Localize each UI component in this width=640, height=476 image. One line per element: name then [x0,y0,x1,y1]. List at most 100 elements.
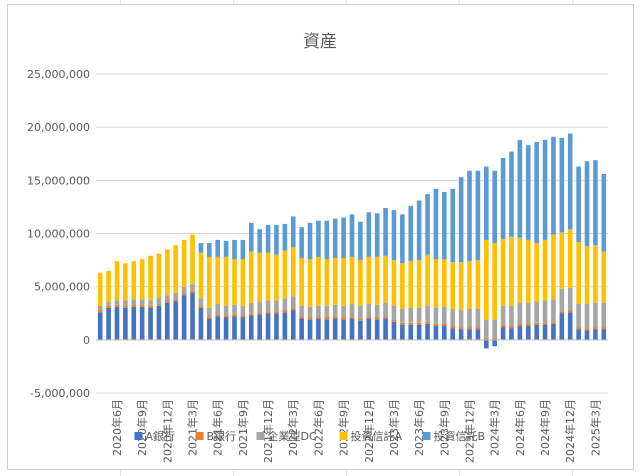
bar-segment [584,161,590,247]
bar-segment [198,305,204,308]
bar-segment [123,305,128,308]
bar-segment [240,305,246,316]
bar-segment [299,257,304,306]
chart-title: 資産 [303,32,337,52]
bar-segment [148,307,153,340]
bar-segment [475,329,481,340]
x-tick-label: 2024年9月 [538,399,552,456]
bar-segment [307,259,313,307]
bar-segment [458,327,464,330]
bar-segment [450,326,456,329]
bar-segment [467,170,472,262]
bar-segment [576,166,581,243]
bar-segment [257,314,262,340]
bar-segment [181,293,187,296]
bar-segment [366,303,372,317]
legend: A銀行 B銀行 企業型DC 投資信託A 投資信託B [134,429,485,443]
bar-segment [358,320,363,340]
x-tick-label: 2020年6月 [110,399,124,456]
x-tick-label: 2022年3月 [286,399,300,456]
bar-segment [198,298,204,306]
legend-label: 投資信託A [351,429,403,443]
bar-segment [559,232,565,289]
bar-segment [282,298,288,311]
bar-segment [282,310,288,313]
bar-segment [248,222,254,252]
bar-segment [207,243,212,257]
bar-segment [525,145,531,240]
bar-segment [408,205,414,262]
bar-segment [148,300,153,306]
bar-segment [349,214,355,257]
bar-segment [525,326,531,340]
bar-segment [416,200,422,261]
bar-segment [450,188,456,263]
bar-segment [551,299,556,322]
x-tick-label: 2023年9月 [437,399,451,456]
bar-segment [190,284,195,291]
bar-segment [458,310,464,328]
bar-segment [223,240,229,257]
bar-segment [492,243,497,320]
bar-segment [341,217,346,258]
bar-segment [391,305,397,320]
bar-segment [257,229,262,253]
bar-segment [509,305,514,327]
bar-segment [408,324,414,340]
bar-segment [475,170,481,261]
bar-segment [173,301,179,340]
x-tick-label: 2021年3月 [186,399,200,456]
bar-segment [181,286,187,294]
bar-segment [442,192,447,260]
y-tick-label: 25,000,000 [27,68,90,81]
bar-segment [332,316,338,319]
bar-segment [148,255,153,301]
bar-segment [223,305,229,316]
bar-segment [240,317,246,340]
x-tick-label: 2025年3月 [588,399,602,456]
x-tick-label: 2023年12月 [463,399,477,463]
bar-segment [265,311,271,314]
bar-segment [257,301,262,313]
chart-svg: 資産 25,000,000 20,000,000 15,000,000 10,000,… [27,32,608,463]
bar-segment [165,295,170,301]
bar-segment [450,328,456,340]
legend-swatch [195,432,204,440]
bar-segment [500,305,506,325]
legend-label: 企業型DC [268,429,317,443]
bar-segment [106,270,111,302]
x-axis: 2020年6月 2020年9月 2020年12月 2021年3月 2021年6月 2021… [110,399,602,463]
bar-segment [467,261,472,309]
legend-swatch [134,432,143,440]
bar-segment [299,316,304,319]
bar-segment [299,318,304,340]
bar-segment [383,207,388,256]
bar-segment [408,307,414,323]
bar-segment [324,220,330,260]
bar-segment [324,317,330,320]
bar-segment [274,224,279,255]
chart-frame[interactable]: 資産 25,000,000 20,000,000 15,000,000 10,000,… [7,4,634,470]
bar-segment [400,322,405,325]
bar-segment [374,304,380,318]
bar-segment [139,306,145,340]
bar-segment [483,319,489,338]
bar-segment [240,239,246,260]
x-tick-label: 2024年6月 [513,399,527,456]
bar-segment [500,158,506,239]
bar-segment [492,337,497,340]
bar-segment [114,300,120,305]
bar-segment [374,319,380,340]
bar-segment [559,137,565,233]
y-tick-label: 15,000,000 [27,174,90,187]
legend-swatch [422,432,431,440]
bar-segment [131,299,137,305]
bar-segment [156,297,162,304]
bar-segment [274,313,279,340]
bar-segment [282,223,288,251]
bar-segment [232,239,237,260]
bar-segment [190,293,195,340]
bar-segment [232,316,237,340]
bar-segment [282,250,288,299]
bar-segment [450,308,456,327]
